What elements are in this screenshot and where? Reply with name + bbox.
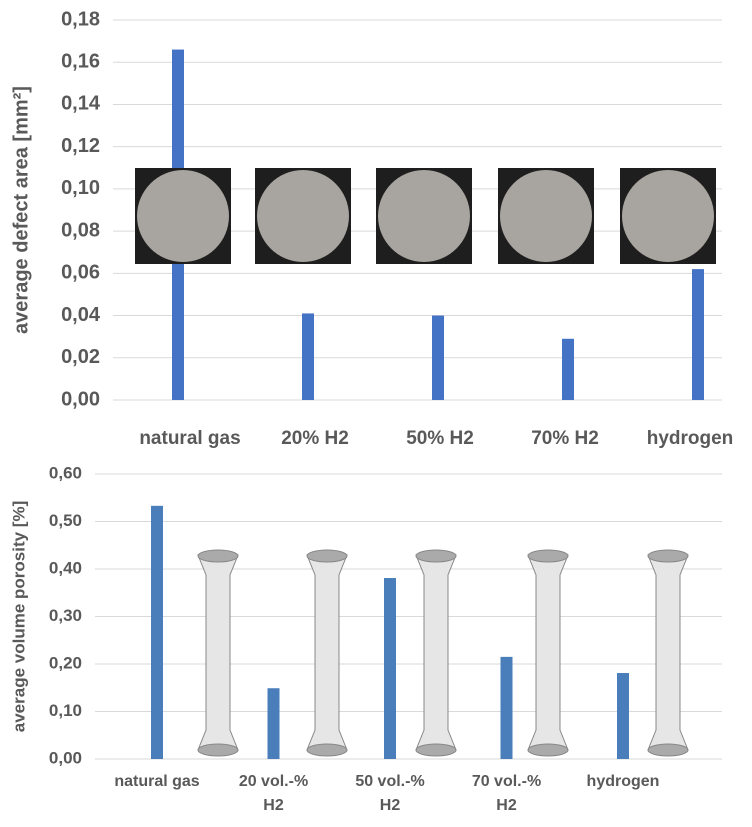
y-tick-label: 0,50 [49, 511, 82, 530]
y-axis-title: average defect area [mm²] [10, 86, 32, 334]
y-tick-label: 0,20 [49, 653, 82, 672]
x-tick-label: 50 vol.-% H2 [335, 770, 445, 816]
bar [432, 316, 444, 400]
y-tick-label: 0,12 [61, 135, 100, 157]
bar [501, 657, 513, 759]
y-tick-label: 0,16 [61, 51, 100, 73]
y-tick-label: 0,02 [61, 346, 100, 368]
bar [692, 269, 704, 400]
y-tick-label: 0,60 [49, 463, 82, 482]
x-tick-label: 70 vol.-% H2 [452, 770, 562, 816]
y-tick-label: 0,14 [61, 93, 101, 115]
y-tick-label: 0,00 [49, 748, 82, 767]
y-tick-label: 0,04 [61, 304, 101, 326]
bar [562, 339, 574, 400]
y-tick-label: 0,10 [49, 701, 82, 720]
y-tick-label: 0,08 [61, 219, 100, 241]
labels: 0,00 0,02 0,04 0,06 0,08 0,10 0,12 0,14 0,16 0,18… [9, 8, 100, 767]
decorations [135, 168, 716, 756]
x-tick-label: natural gas [130, 425, 250, 453]
charts: 0,00 0,02 0,04 0,06 0,08 0,10 0,12 0,14 0,16 0,18… [0, 0, 752, 827]
bar [268, 688, 280, 759]
x-tick-label: 70% H2 [505, 425, 625, 453]
x-tick-label: 20 vol.-% H2 [219, 770, 329, 816]
y-tick-label: 0,06 [61, 262, 100, 284]
bar [617, 673, 629, 759]
page: 0,00 0,02 0,04 0,06 0,08 0,10 0,12 0,14 0,16 0,18… [0, 0, 752, 827]
x-tick-label: 50% H2 [380, 425, 500, 453]
y-tick-label: 0,40 [49, 558, 82, 577]
x-tick-label: hydrogen [630, 425, 750, 453]
bar [151, 506, 163, 759]
x-tick-label: hydrogen [568, 770, 678, 793]
y-tick-label: 0,00 [61, 388, 100, 410]
y-tick-label: 0,10 [61, 177, 100, 199]
bar [302, 313, 314, 400]
y-tick-label: 0,30 [49, 606, 82, 625]
y-tick-label: 0,18 [61, 8, 100, 30]
grids [95, 20, 722, 759]
x-tick-label: 20% H2 [255, 425, 375, 453]
x-tick-label: natural gas [102, 770, 212, 793]
bar [384, 578, 396, 759]
y-axis-title: average volume porosity [%] [9, 501, 28, 732]
